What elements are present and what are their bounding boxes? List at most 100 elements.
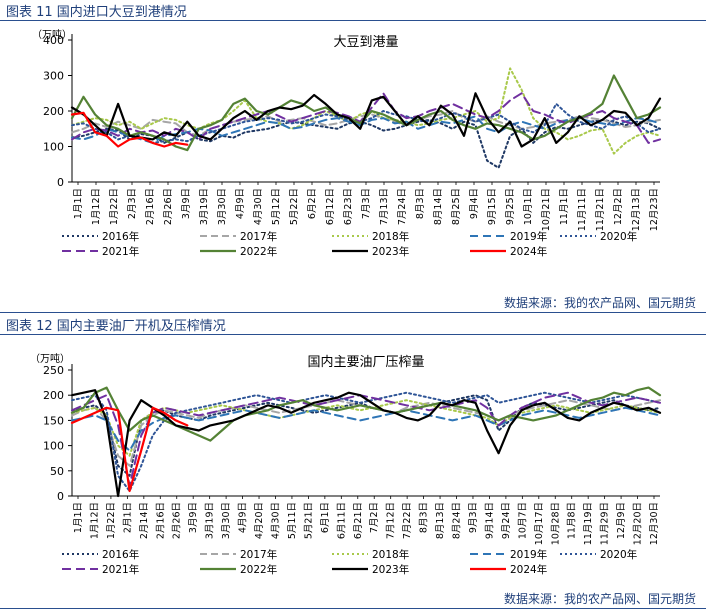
y-tick-label: 150 <box>43 414 64 427</box>
x-tick-label: 10月17日 <box>534 502 545 545</box>
legend-item-2017年: 2017年 <box>200 548 277 561</box>
x-tick-label: 7月22日 <box>402 502 413 539</box>
chart-title: 大豆到港量 <box>333 35 398 50</box>
x-tick-label: 3月9日 <box>181 188 192 219</box>
figure-12-header: 图表 12 国内主要油厂开机及压榨情况 <box>0 314 706 335</box>
legend-label: 2022年 <box>240 563 277 576</box>
legend-item-2018年: 2018年 <box>332 230 409 243</box>
x-tick-label: 3月30日 <box>221 502 232 539</box>
legend-label: 2017年 <box>240 548 277 561</box>
legend-label: 2016年 <box>102 230 139 243</box>
x-tick-label: 1月12日 <box>91 188 102 225</box>
legend-label: 2020年 <box>600 548 637 561</box>
x-tick-label: 11月1日 <box>559 188 570 225</box>
legend-label: 2023年 <box>372 563 409 576</box>
x-tick-label: 8月13日 <box>435 502 446 539</box>
legend-label: 2019年 <box>510 230 547 243</box>
legend-label: 2017年 <box>240 230 277 243</box>
x-tick-label: 4月20日 <box>254 502 265 539</box>
x-tick-label: 8月3日 <box>419 502 430 533</box>
figure-12-title: 图表 12 国内主要油厂开机及压榨情况 <box>6 319 226 334</box>
x-tick-label: 1月1日 <box>73 188 84 219</box>
x-tick-label: 11月21日 <box>595 188 606 231</box>
x-tick-label: 1月12日 <box>89 502 100 539</box>
x-tick-label: 3月19日 <box>199 188 210 225</box>
series-line-2024年 <box>70 111 189 148</box>
x-tick-label: 4月30日 <box>253 188 264 225</box>
x-tick-label: 6月12日 <box>325 188 336 225</box>
x-tick-label: 10月28日 <box>550 502 561 545</box>
soybean-arrivals-chart: 大豆到港量 （万吨） 0 100 200 300 400 1月1日 1月12日 1月22日 2月3日… <box>32 28 662 258</box>
x-tick-label: 11月8日 <box>567 502 578 539</box>
x-tick-label: 3月19日 <box>205 502 216 539</box>
x-tick-label: 12月20日 <box>633 502 644 545</box>
x-tick-label: 12月13日 <box>631 188 642 231</box>
x-tick-label: 2月26日 <box>163 188 174 225</box>
y-tick-label: 0 <box>57 176 64 189</box>
x-tick-label: 4月9日 <box>235 188 246 219</box>
legend-item-2022年: 2022年 <box>200 563 277 576</box>
figure-11-header: 图表 11 国内进口大豆到港情况 <box>0 0 706 21</box>
legend-label: 2016年 <box>102 548 139 561</box>
figure-11-title: 图表 11 国内进口大豆到港情况 <box>6 5 187 20</box>
y-tick-label: 100 <box>43 440 64 453</box>
x-tick-label: 9月3日 <box>468 502 479 533</box>
x-tick-label: 6月11日 <box>336 502 347 539</box>
legend-item-2023年: 2023年 <box>332 563 409 576</box>
x-tick-label: 4月30日 <box>270 502 281 539</box>
x-tick-label: 9月25日 <box>505 188 516 225</box>
legend-item-2020年: 2020年 <box>560 548 637 561</box>
crush-volume-chart: 国内主要油厂压榨量 （万吨） 0 50 100 150 200 250 1月1日 1月12日 1月2… <box>30 352 662 576</box>
y-tick-label: 250 <box>43 364 64 377</box>
x-tick-label: 3月30日 <box>217 188 228 225</box>
legend-label: 2021年 <box>102 563 139 576</box>
x-tick-label: 9月24日 <box>501 502 512 539</box>
figure-12-source-text: 数据来源：我的农产品网、国元期货 <box>503 592 696 606</box>
legend-item-2018年: 2018年 <box>332 548 409 561</box>
y-axis-label: （万吨） <box>30 352 70 365</box>
legend-label: 2018年 <box>372 548 409 561</box>
series-line-2016年 <box>71 118 661 169</box>
legend-item-2016年: 2016年 <box>62 230 139 243</box>
x-tick-label: 5月12日 <box>271 188 282 225</box>
legend-item-2020年: 2020年 <box>560 230 637 243</box>
series-line-2019年 <box>71 406 661 452</box>
x-tick-label: 10月1日 <box>523 188 534 225</box>
legend-label: 2022年 <box>240 245 277 258</box>
series-line-2020年 <box>71 102 661 144</box>
x-tick-label: 6月23日 <box>343 188 354 225</box>
y-tick-label: 50 <box>50 465 64 478</box>
x-tick-label: 11月29日 <box>600 502 611 545</box>
x-tick-label: 9月14日 <box>484 502 495 539</box>
series-line-2017年 <box>71 399 661 467</box>
legend-item-2021年: 2021年 <box>62 245 139 258</box>
series-line-2023年 <box>70 92 662 148</box>
x-tick-label: 7月3日 <box>361 188 372 219</box>
x-tick-label: 2月26日 <box>172 502 183 539</box>
legend-label: 2023年 <box>372 245 409 258</box>
y-tick-label: 0 <box>57 490 64 503</box>
legend-item-2016年: 2016年 <box>62 548 139 561</box>
legend-item-2017年: 2017年 <box>200 230 277 243</box>
x-tick-label: 11月19日 <box>583 502 594 545</box>
legend-label: 2024年 <box>510 563 547 576</box>
legend-item-2019年: 2019年 <box>470 548 547 561</box>
legend-item-2019年: 2019年 <box>470 230 547 243</box>
legend-label: 2019年 <box>510 548 547 561</box>
x-tick-label: 5月22日 <box>289 188 300 225</box>
x-tick-label: 2月3日 <box>127 188 138 219</box>
y-tick-label: 200 <box>43 389 64 402</box>
chart-title: 国内主要油厂压榨量 <box>307 354 424 370</box>
legend-item-2023年: 2023年 <box>332 245 409 258</box>
legend-label: 2024年 <box>510 245 547 258</box>
legend-item-2021年: 2021年 <box>62 563 139 576</box>
x-tick-label: 5月11日 <box>287 502 298 539</box>
x-tick-label: 1月22日 <box>109 188 120 225</box>
x-tick-label: 7月13日 <box>379 188 390 225</box>
legend-label: 2021年 <box>102 245 139 258</box>
y-tick-label: 300 <box>43 70 64 83</box>
y-tick-label: 100 <box>43 141 64 154</box>
x-tick-label: 2月16日 <box>155 502 166 539</box>
x-tick-label: 7月24日 <box>397 188 408 225</box>
x-tick-label: 11月11日 <box>577 188 588 231</box>
